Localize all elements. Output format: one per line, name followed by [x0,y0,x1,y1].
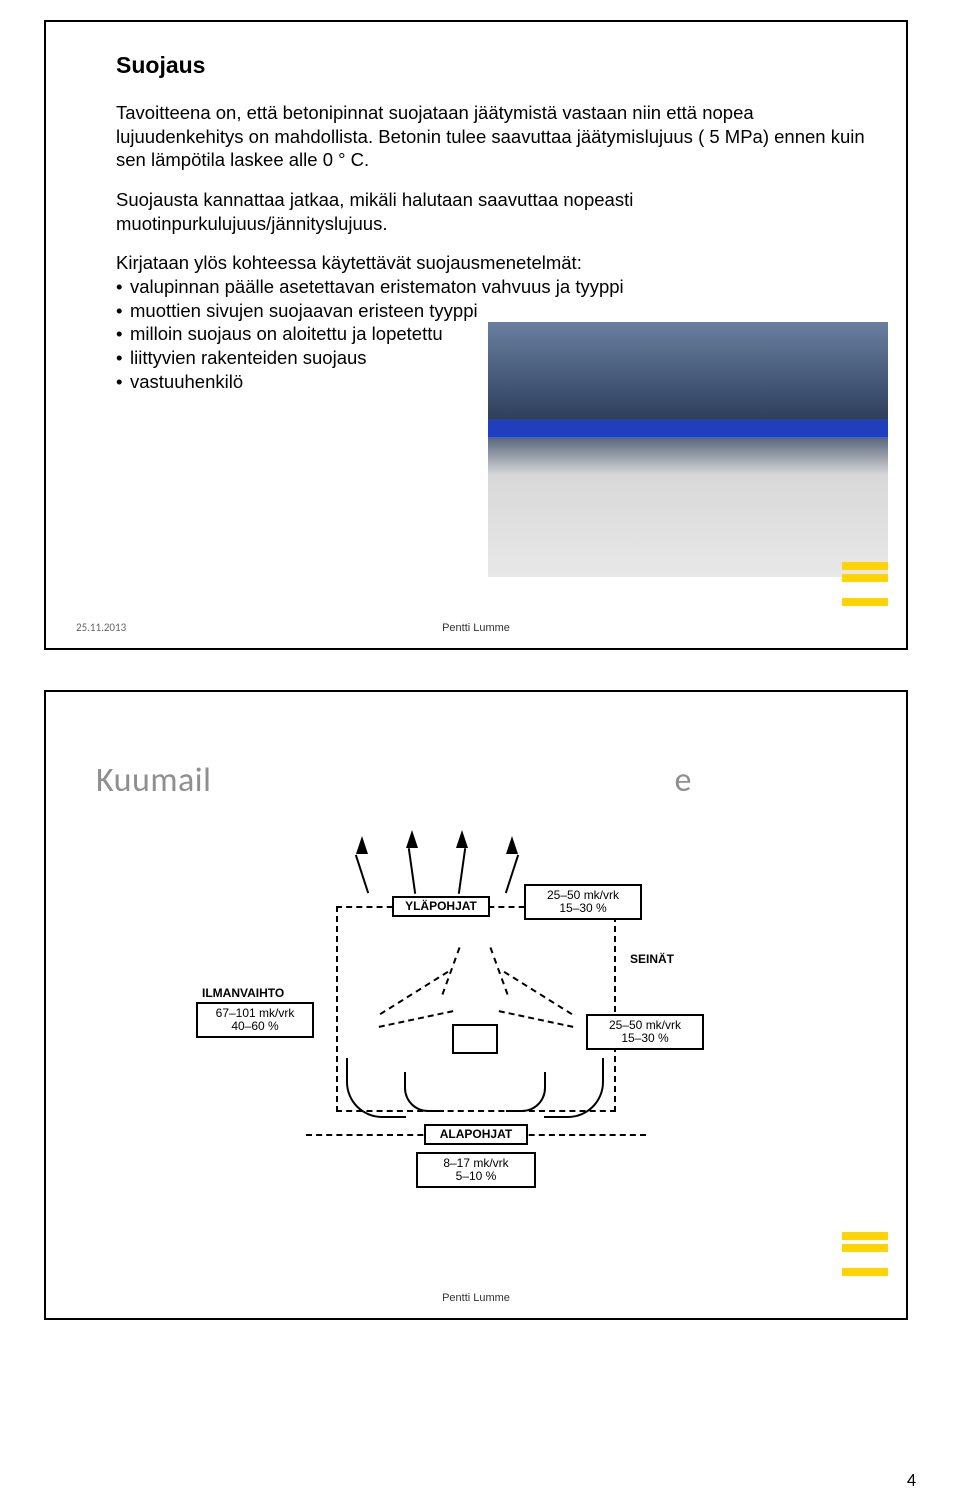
bullet-2: muottien sivujen suojaavan eristeen tyyp… [116,299,866,323]
stripe [842,1232,888,1240]
title-seg-1: Kuumail [96,760,211,801]
arrow-shaft [355,855,369,894]
arrow-up-icon [456,830,468,848]
stripe [842,574,888,582]
footer-author: Pentti Lumme [442,622,510,634]
label-alapohjat: ALAPOHJAT [424,1124,528,1145]
heater-icon [452,1024,498,1054]
label-ylapohjat: YLÄPOHJAT [392,896,490,917]
arrow-up-icon [356,836,368,854]
slide-2-title: Kuumailmapuhaltimen käsittelyn periaate [96,760,692,801]
arrow-shaft [458,848,466,894]
label-text: ALAPOHJAT [440,1127,512,1141]
slide-2: Kuumailmapuhaltimen käsittelyn periaate … [44,690,908,1320]
arrow-up-icon [406,830,418,848]
box-bottom-dims: 8–17 mk/vrk 5–10 % [416,1152,536,1188]
para-3: Kirjataan ylös kohteessa käytettävät suo… [116,251,866,275]
stripe [842,1244,888,1252]
dim-line: 15–30 % [530,902,636,915]
slide-1: Suojaus Tavoitteena on, että betonipinna… [44,20,908,650]
slide-1-title: Suojaus [116,52,866,79]
bullet-1: valupinnan päälle asetettavan eristemato… [116,275,866,299]
arrow-shaft [505,855,519,894]
dim-line: 5–10 % [422,1170,530,1183]
slide-1-photo [488,322,888,577]
dim-line: 40–60 % [202,1020,308,1033]
stripe [842,598,888,606]
footer-date: 25.11.2013 [76,621,126,634]
title-seg-3: e [674,760,691,801]
box-left-dims: 67–101 mk/vrk 40–60 % [196,1002,314,1038]
box-top-dims: 25–50 mk/vrk 15–30 % [524,884,642,920]
label-text: YLÄPOHJAT [405,899,477,913]
slide-2-stripes [842,1228,888,1276]
stripe [842,1256,888,1264]
stripe [842,562,888,570]
box-right-dims: 25–50 mk/vrk 15–30 % [586,1014,704,1050]
para-1: Tavoitteena on, että betonipinnat suojat… [116,101,866,172]
slide-1-stripes [842,558,888,606]
stripe [842,586,888,594]
title-seg-2: mapuhaltimen käsittelyn periaat [211,760,674,801]
footer-author-2: Pentti Lumme [442,1292,510,1304]
photo-overlay [488,419,888,437]
page-number: 4 [907,1469,916,1491]
heater-diagram: YLÄPOHJAT 25–50 mk/vrk 15–30 % SEINÄT IL… [206,842,746,1222]
para-2: Suojausta kannattaa jatkaa, mikäli halut… [116,188,866,235]
dim-line: 15–30 % [592,1032,698,1045]
arrow-up-icon [506,836,518,854]
arrow-shaft [408,848,416,894]
label-ilmanvaihto: ILMANVAIHTO [202,986,284,1000]
label-seinat: SEINÄT [630,952,674,966]
stripe [842,1268,888,1276]
